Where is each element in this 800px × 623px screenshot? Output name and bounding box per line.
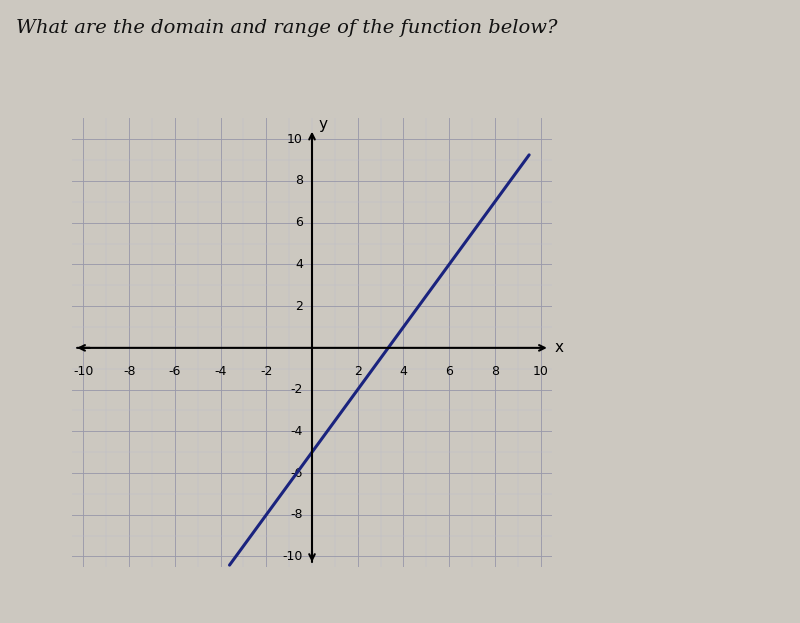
Text: -10: -10 — [74, 364, 94, 378]
Text: 10: 10 — [287, 133, 303, 146]
Text: 6: 6 — [295, 216, 303, 229]
Text: 2: 2 — [354, 364, 362, 378]
Text: y: y — [319, 117, 328, 132]
Text: -6: -6 — [290, 467, 303, 480]
Text: -4: -4 — [214, 364, 226, 378]
Text: -8: -8 — [290, 508, 303, 521]
Text: -4: -4 — [290, 425, 303, 438]
Text: 8: 8 — [491, 364, 499, 378]
Text: -6: -6 — [169, 364, 181, 378]
Text: x: x — [554, 340, 563, 355]
Text: -10: -10 — [282, 550, 303, 563]
Text: -2: -2 — [290, 383, 303, 396]
Text: -8: -8 — [123, 364, 135, 378]
Text: 4: 4 — [399, 364, 407, 378]
Text: 6: 6 — [446, 364, 453, 378]
Text: 10: 10 — [533, 364, 549, 378]
Text: -2: -2 — [260, 364, 273, 378]
Text: 8: 8 — [295, 174, 303, 188]
Text: 2: 2 — [295, 300, 303, 313]
Text: What are the domain and range of the function below?: What are the domain and range of the fun… — [16, 19, 558, 37]
Text: 4: 4 — [295, 258, 303, 271]
